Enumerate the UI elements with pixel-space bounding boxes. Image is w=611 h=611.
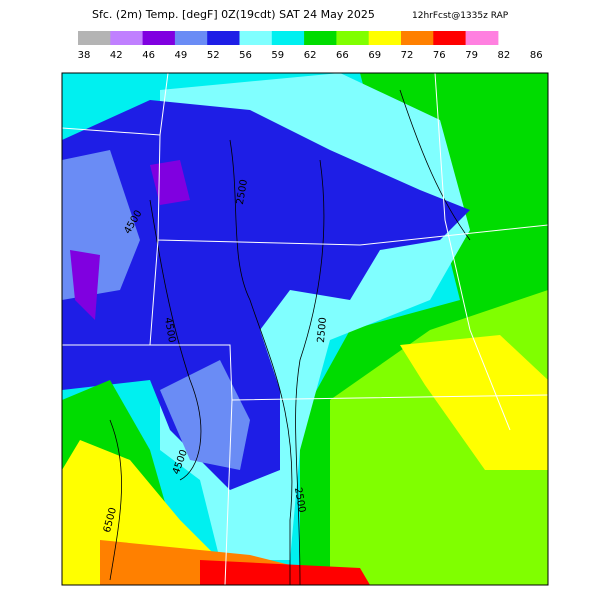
legend-swatch bbox=[368, 31, 402, 45]
model-info: 12hrFcst@1335z RAP bbox=[412, 11, 509, 21]
legend-label: 56 bbox=[239, 50, 252, 61]
legend-swatch bbox=[433, 31, 467, 45]
legend-label: 72 bbox=[401, 50, 414, 61]
legend-swatch bbox=[174, 31, 208, 45]
contour-line bbox=[109, 419, 122, 581]
map-frame bbox=[61, 72, 549, 586]
legend-swatch bbox=[401, 31, 434, 45]
map: 2500 2500 2500 4500 4500 4500 6500 bbox=[61, 72, 549, 586]
state-border bbox=[157, 134, 548, 246]
legend-swatch bbox=[239, 31, 273, 45]
legend-swatch bbox=[110, 31, 144, 45]
contour-label: 4500 bbox=[162, 317, 177, 344]
legend-label: 62 bbox=[304, 50, 317, 61]
contour-label: 2500 bbox=[292, 487, 307, 514]
temp-field bbox=[150, 160, 190, 205]
contour-label: 2500 bbox=[316, 317, 329, 343]
title: Sfc. (2m) Temp. [degF] 0Z(19cdt) SAT 24 … bbox=[92, 8, 375, 21]
contour-line bbox=[149, 199, 202, 481]
legend-label: 49 bbox=[175, 50, 188, 61]
legend-label: 38 bbox=[78, 50, 91, 61]
legend-label: 46 bbox=[142, 50, 155, 61]
legend-label: 59 bbox=[271, 50, 284, 61]
contour-line bbox=[399, 89, 471, 241]
legend-label: 52 bbox=[207, 50, 220, 61]
state-border bbox=[149, 239, 548, 401]
legend-swatch bbox=[304, 31, 337, 45]
contour-line bbox=[229, 139, 293, 585]
legend: 38 42 46 49 52 56 59 62 66 69 72 76 79 82 86 bbox=[78, 31, 543, 61]
legend-label: 82 bbox=[498, 50, 511, 61]
state-border bbox=[224, 399, 233, 585]
legend-label: 79 bbox=[465, 50, 478, 61]
legend-swatch bbox=[207, 31, 240, 45]
legend-label: 76 bbox=[433, 50, 446, 61]
temp-field bbox=[160, 360, 250, 470]
legend-label: 86 bbox=[530, 50, 543, 61]
temp-field bbox=[400, 335, 548, 470]
legend-label: 69 bbox=[368, 50, 381, 61]
state-border bbox=[434, 73, 511, 431]
temp-field bbox=[70, 250, 100, 320]
contour-line bbox=[295, 159, 325, 585]
contour-label: 2500 bbox=[235, 179, 250, 206]
legend-swatch bbox=[78, 31, 111, 45]
legend-swatch bbox=[271, 31, 305, 45]
temp-field bbox=[200, 560, 370, 585]
legend-swatch bbox=[142, 31, 176, 45]
legend-label: 42 bbox=[110, 50, 123, 61]
legend-label: 66 bbox=[336, 50, 349, 61]
legend-swatch bbox=[465, 31, 499, 45]
legend-swatch bbox=[336, 31, 370, 45]
